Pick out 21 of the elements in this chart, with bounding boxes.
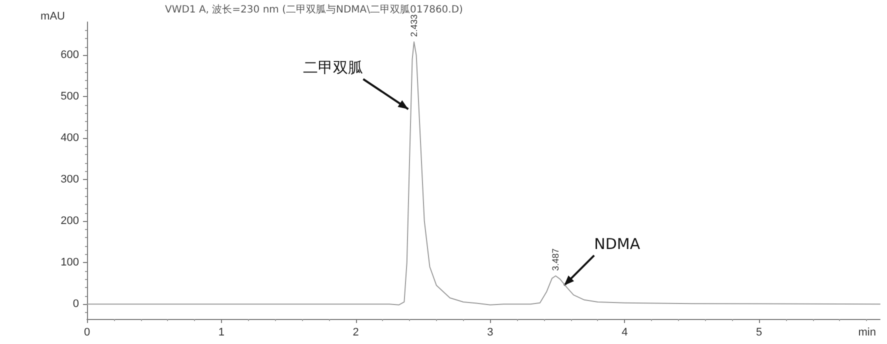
x-axis-title: min	[858, 326, 876, 338]
x-tick-label: 0	[84, 326, 90, 338]
line-series	[86, 41, 880, 306]
y-tick-label: 300	[60, 174, 79, 186]
y-tick-label: 600	[60, 49, 79, 62]
x-tick-label: 5	[756, 326, 762, 338]
x-tick-label: 2	[352, 326, 359, 338]
y-tick-label: 400	[60, 132, 79, 144]
y-tick-label: 100	[60, 256, 79, 269]
y-tick-label: 0	[72, 298, 79, 310]
chart-title: VWD1 A, 波长=230 nm (二甲双胍与NDMA\二甲双胍017860.D)	[165, 4, 464, 16]
x-tick-label: 1	[218, 326, 224, 338]
annotation: 二甲双胍	[303, 58, 364, 77]
y-tick-label: 500	[60, 90, 79, 103]
y-tick-label: 200	[60, 215, 79, 228]
y-axis-title: mAU	[40, 10, 66, 22]
annotation: NDMA	[594, 234, 641, 253]
annotation: 3.487	[550, 248, 561, 271]
x-tick-label: 3	[487, 326, 494, 338]
annotation: 2.433	[409, 14, 420, 37]
x-tick-label: 4	[622, 326, 628, 338]
